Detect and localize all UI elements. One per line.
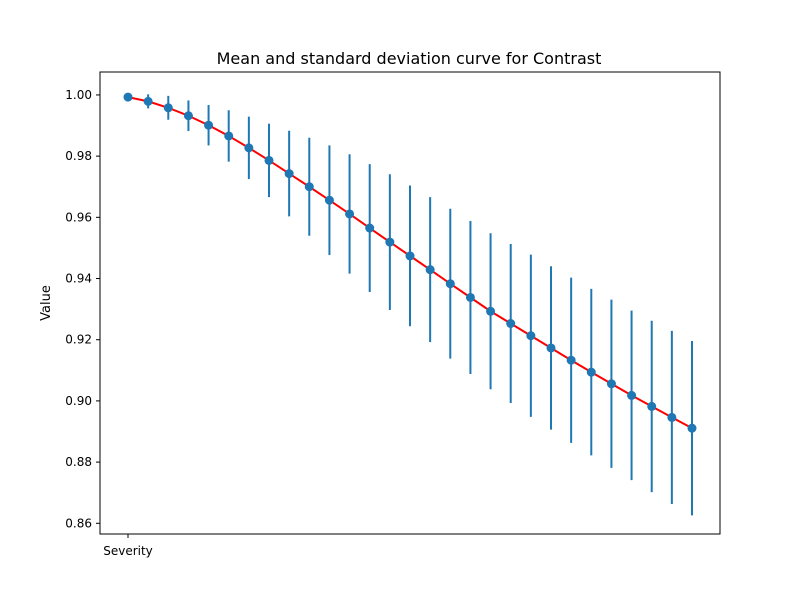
y-tick-label: 0.90: [65, 394, 92, 408]
mean-point: [264, 155, 274, 165]
chart-title: Mean and standard deviation curve for Co…: [217, 49, 602, 68]
mean-point: [365, 223, 375, 233]
mean-point: [143, 96, 153, 106]
y-tick-label: 0.92: [65, 333, 92, 347]
mean-point: [606, 379, 616, 389]
y-tick-label: 0.96: [65, 210, 92, 224]
mean-point: [425, 265, 435, 275]
mean-point: [183, 111, 193, 121]
mean-point: [244, 143, 254, 153]
mean-point: [506, 318, 516, 328]
mean-point: [546, 343, 556, 353]
mean-point: [687, 423, 697, 433]
y-tick-label: 1.00: [65, 88, 92, 102]
mean-point: [445, 279, 455, 289]
mean-point: [566, 355, 576, 365]
mean-point: [304, 182, 314, 192]
y-axis-label: Value: [39, 285, 54, 321]
mean-point: [586, 367, 596, 377]
mean-point: [405, 251, 415, 261]
mean-point: [667, 412, 677, 422]
y-tick-label: 0.86: [65, 516, 92, 530]
mean-point: [465, 292, 475, 302]
mean-point: [224, 131, 234, 141]
plot-area: [123, 92, 697, 516]
mean-point: [284, 169, 294, 179]
y-axis: 0.86 0.88 0.90 0.92 0.94 0.96 0.98 1.00: [65, 88, 100, 530]
mean-point: [627, 390, 637, 400]
mean-point: [324, 195, 334, 205]
y-tick-label: 0.88: [65, 455, 92, 469]
y-tick-label: 0.94: [65, 272, 92, 286]
axes-frame: [99, 71, 721, 535]
mean-point: [123, 92, 133, 102]
mean-point: [345, 209, 355, 219]
mean-point: [647, 401, 657, 411]
mean-point: [486, 306, 496, 316]
mean-point: [385, 237, 395, 247]
x-tick-label: Severity: [103, 544, 153, 558]
x-axis: Severity: [103, 534, 153, 558]
mean-point: [163, 103, 173, 113]
mean-point: [526, 331, 536, 341]
y-tick-label: 0.98: [65, 149, 92, 163]
mean-point: [204, 120, 214, 130]
